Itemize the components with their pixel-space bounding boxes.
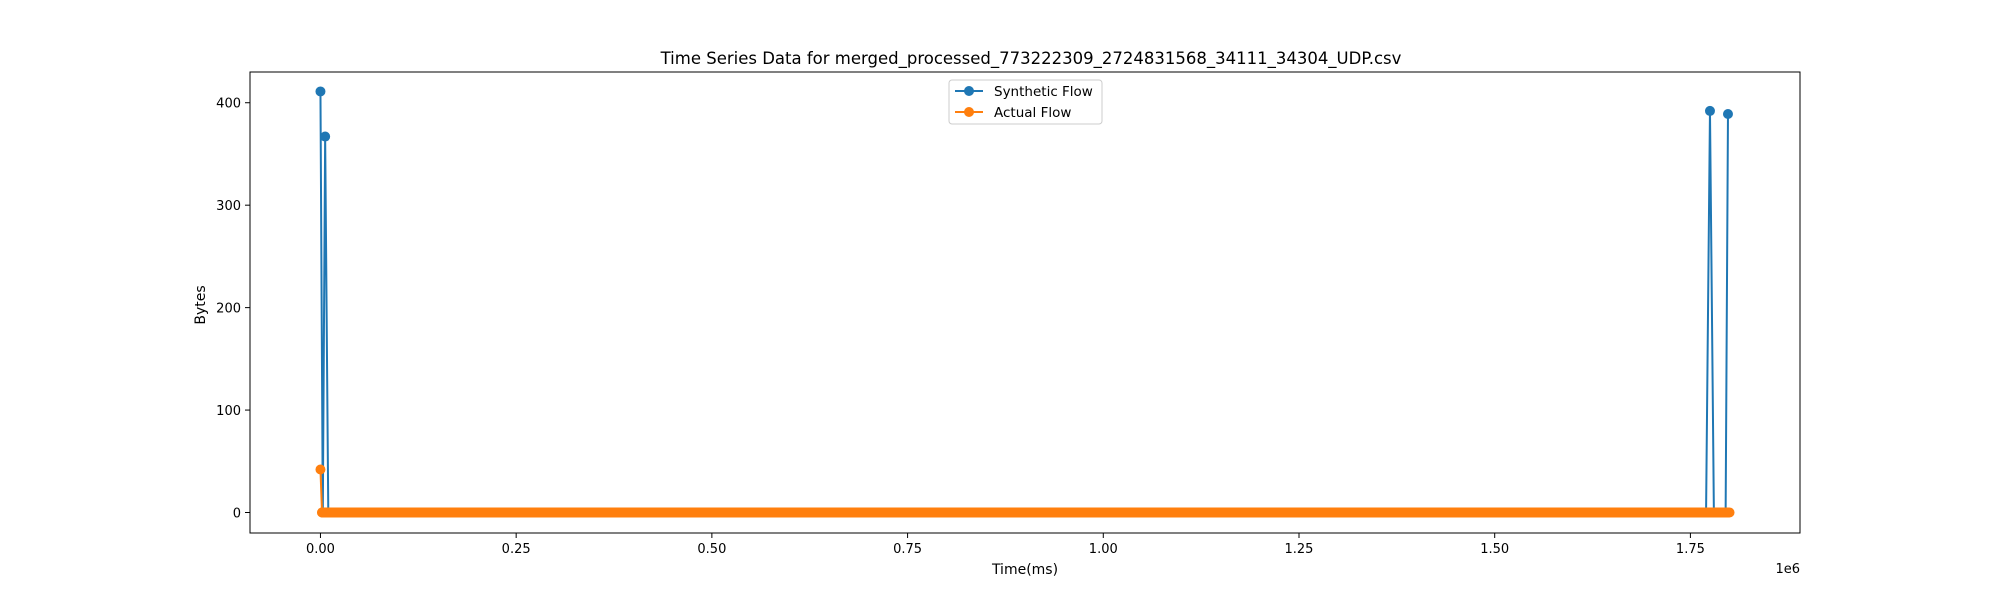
- x-tick-label: 1.50: [1480, 542, 1509, 557]
- x-tick-label: 0.50: [697, 542, 726, 557]
- data-point: [317, 507, 328, 518]
- x-offset-label: 1e6: [1775, 562, 1800, 577]
- x-tick-label: 0.25: [502, 542, 531, 557]
- series-actual-flow: [315, 464, 1735, 518]
- legend-marker-synthetic: [964, 86, 974, 96]
- chart-title: Time Series Data for merged_processed_77…: [660, 49, 1402, 69]
- data-point: [1722, 109, 1733, 120]
- plot-area: [315, 86, 1735, 518]
- y-tick-label: 200: [216, 302, 241, 317]
- legend-label-synthetic: Synthetic Flow: [994, 84, 1093, 100]
- x-tick-label: 1.75: [1676, 542, 1705, 557]
- y-tick-label: 300: [216, 199, 241, 214]
- y-axis: 0 100 200 300 400: [216, 97, 250, 522]
- legend-marker-actual: [964, 107, 974, 117]
- x-tick-label: 0.00: [306, 542, 335, 557]
- x-axis: 0.00 0.25 0.50 0.75 1.00 1.25 1.50 1.75: [306, 533, 1705, 557]
- data-point: [315, 86, 326, 97]
- data-point: [1704, 105, 1715, 116]
- x-tick-label: 1.00: [1089, 542, 1118, 557]
- x-tick-label: 1.25: [1285, 542, 1314, 557]
- y-tick-label: 100: [216, 404, 241, 419]
- x-tick-label: 0.75: [893, 542, 922, 557]
- data-point: [315, 464, 326, 475]
- data-point: [320, 131, 331, 142]
- axes-frame: [249, 71, 1801, 534]
- y-axis-label: Bytes: [193, 285, 209, 324]
- legend-box: [948, 79, 1103, 125]
- x-axis-label: Time(ms): [991, 562, 1058, 578]
- legend: Synthetic Flow Actual Flow: [948, 79, 1103, 125]
- y-tick-label: 400: [216, 97, 241, 112]
- y-tick-label: 0: [233, 507, 241, 522]
- series-line: [319, 469, 324, 513]
- legend-label-actual: Actual Flow: [994, 105, 1071, 121]
